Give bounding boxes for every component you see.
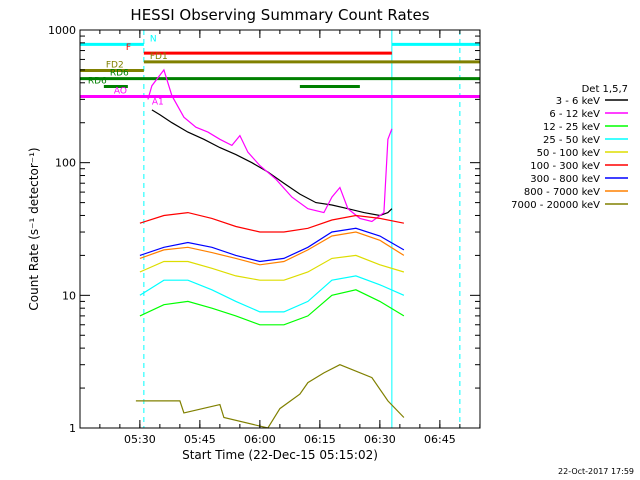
legend-label: 800 - 7000 keV [524,187,600,198]
y-tick-label: 100 [55,157,76,170]
legend-label: 25 - 50 keV [543,135,600,146]
plot-frame [79,29,481,429]
y-tick-label: 1 [69,422,76,435]
x-tick-label: 05:30 [124,433,156,446]
x-tick-label: 06:30 [364,433,396,446]
legend-label: 50 - 100 keV [537,148,601,159]
series-line [139,254,405,281]
y-tick-label: 1000 [48,24,76,37]
annotation-label: FD2 [106,61,124,71]
series-line [139,227,405,263]
series-line [139,211,405,233]
annotation-label: F [126,43,131,53]
x-axis-label: Start Time (22-Dec-15 05:15:02) [182,448,378,462]
annotation-label: RD6 [110,69,129,79]
y-tick-label: 10 [62,289,76,302]
timestamp: 22-Oct-2017 17:59 [558,467,634,476]
legend-title: Det 1,5,7 [582,84,628,95]
annotation-label: RD6 [88,77,107,87]
x-tick-label: 05:45 [184,433,216,446]
series-line [135,364,405,429]
legend-label: 100 - 300 keV [530,161,600,172]
legend-label: 6 - 12 keV [549,109,600,120]
annotation-label: AO [114,87,127,97]
annotation-label: FD1 [150,52,168,62]
legend-label: 3 - 6 keV [556,96,600,107]
legend-label: 12 - 25 keV [543,122,600,133]
x-tick-label: 06:45 [424,433,456,446]
annotation-label: N [150,34,157,44]
series-line [139,275,405,313]
annotation-label: A1 [152,98,164,108]
x-tick-label: 06:00 [244,433,276,446]
series-line [151,109,393,217]
series-line [139,289,405,326]
series-line [139,231,405,266]
chart-title: HESSI Observing Summary Count Rates [130,6,429,24]
x-tick-label: 06:15 [304,433,336,446]
series-line [147,68,393,223]
legend-label: 7000 - 20000 keV [511,200,600,211]
legend-label: 300 - 800 keV [530,174,600,185]
y-axis-label: Count Rate (s⁻¹ detector⁻¹) [27,147,41,310]
